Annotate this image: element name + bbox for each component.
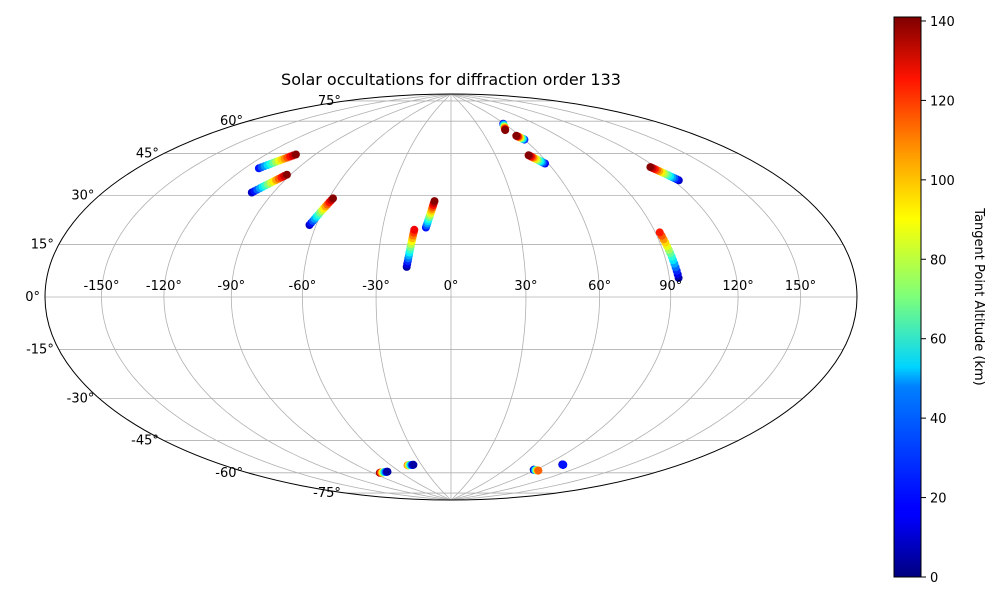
occultation-point: [501, 126, 510, 135]
latitude-tick-label: 75°: [318, 94, 341, 109]
latitude-tick-label: -15°: [26, 343, 54, 358]
occultation-point: [291, 150, 300, 159]
longitude-tick-label: -120°: [146, 279, 182, 294]
longitude-tick-label: -30°: [362, 279, 390, 294]
longitude-tick-label: -150°: [83, 279, 119, 294]
latitude-tick-label: -60°: [215, 466, 243, 481]
latitude-tick-label: 30°: [71, 189, 94, 204]
colorbar-tick-label: 20: [930, 492, 947, 507]
longitude-tick-label: 0°: [444, 279, 459, 294]
latitude-tick-label: -75°: [313, 486, 341, 501]
longitude-tick-label: 90°: [659, 279, 682, 294]
longitude-tick-label: 120°: [722, 279, 753, 294]
colorbar-tick-label: 80: [930, 253, 947, 268]
longitude-labels: -150° -120° -90° -60° -30° 0° 30° 60° 90° 120° 150…: [83, 279, 816, 294]
latitude-tick-label: 45°: [136, 146, 159, 161]
colorbar-label: Tangent Point Altitude (km): [971, 207, 986, 385]
occultation-point: [524, 151, 533, 160]
map-grid: [45, 93, 857, 501]
occultation-point: [329, 194, 337, 203]
latitude-tick-label: -45°: [131, 434, 159, 449]
colorbar-tick-label: 120: [930, 94, 955, 109]
colorbar-tick-label: 140: [930, 15, 955, 30]
latitude-tick-label: 60°: [220, 114, 243, 129]
occultation-point: [282, 170, 291, 179]
occultation-point: [410, 225, 419, 234]
occultation-point: [409, 460, 418, 469]
colorbar-tick-label: 100: [930, 174, 955, 189]
longitude-tick-label: -60°: [289, 279, 317, 294]
longitude-tick-label: 150°: [785, 279, 816, 294]
longitude-tick-label: 30°: [514, 279, 537, 294]
occultation-point: [430, 197, 439, 206]
colorbar-gradient: [893, 16, 922, 578]
latitude-tick-label: 15°: [31, 237, 54, 252]
chart-title: Solar occultations for diffraction order…: [281, 70, 621, 89]
map-boundary: [44, 93, 858, 501]
occultation-point: [534, 466, 543, 475]
occultation-point: [655, 228, 664, 237]
occultation-point: [646, 163, 655, 172]
colorbar: 0 20 40 60 80 100 120 140 Tangent Point Altitud…: [893, 15, 986, 586]
occultation-point: [383, 467, 392, 476]
colorbar-ticks: 0 20 40 60 80 100 120 140: [921, 15, 955, 586]
latitude-labels: 75° 60° 45° 30° 15° 0° -15° -30° -45° -60° -75°: [25, 94, 341, 501]
latitude-tick-label: -30°: [67, 392, 95, 407]
occultation-point: [559, 460, 568, 469]
latitude-tick-label: 0°: [25, 290, 40, 305]
longitude-tick-label: 60°: [588, 279, 611, 294]
longitude-tick-label: -90°: [217, 279, 245, 294]
colorbar-tick-label: 0: [930, 571, 938, 586]
occultation-point: [512, 131, 521, 140]
occultation-points: [247, 119, 683, 477]
colorbar-tick-label: 40: [930, 412, 947, 427]
colorbar-tick-label: 60: [930, 333, 947, 348]
